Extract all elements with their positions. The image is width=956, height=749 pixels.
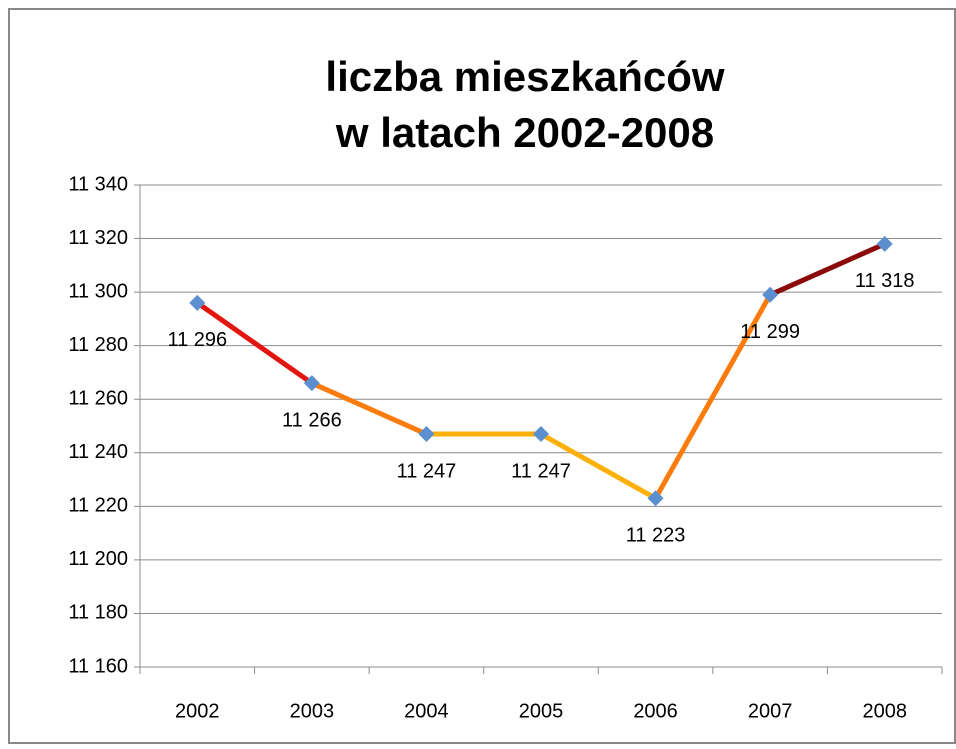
y-tick-label: 11 180 (68, 602, 128, 624)
x-tick-label: 2004 (404, 700, 449, 722)
y-tick-label: 11 220 (68, 495, 128, 517)
line-segment (767, 241, 888, 298)
line-segment (309, 380, 429, 437)
y-tick-label: 11 280 (68, 334, 128, 356)
y-tick-label: 11 260 (68, 388, 128, 410)
chart-frame (8, 8, 956, 744)
marker (647, 490, 664, 507)
y-tick-label: 11 240 (68, 441, 128, 463)
marker (876, 235, 893, 252)
data-label: 11 247 (397, 460, 457, 482)
marker (189, 294, 206, 311)
x-tick-label: 2005 (519, 700, 564, 722)
chart-title: w latach 2002-2008 (335, 109, 714, 156)
x-tick-label: 2007 (748, 700, 793, 722)
data-label: 11 266 (282, 409, 342, 431)
y-tick-label: 11 300 (68, 280, 128, 302)
data-label: 11 299 (740, 321, 800, 343)
line-segment (653, 292, 773, 501)
x-tick-label: 2008 (862, 700, 907, 722)
marker (418, 426, 435, 443)
chart-title: liczba mieszkańców (325, 53, 724, 100)
y-tick-label: 11 160 (68, 655, 128, 677)
data-label: 11 318 (855, 270, 915, 292)
line-segment (194, 300, 315, 386)
y-tick-label: 11 340 (68, 173, 128, 195)
data-label: 11 247 (511, 460, 571, 482)
y-tick-label: 11 320 (68, 227, 128, 249)
x-tick-label: 2006 (633, 700, 678, 722)
line-segment (538, 431, 659, 501)
marker (533, 426, 549, 443)
marker (762, 286, 779, 303)
x-tick-label: 2002 (175, 700, 220, 722)
data-label: 11 223 (626, 525, 686, 547)
data-label: 11 296 (167, 329, 227, 351)
x-tick-label: 2003 (290, 700, 335, 722)
y-tick-label: 11 200 (68, 548, 128, 570)
marker (303, 375, 320, 392)
